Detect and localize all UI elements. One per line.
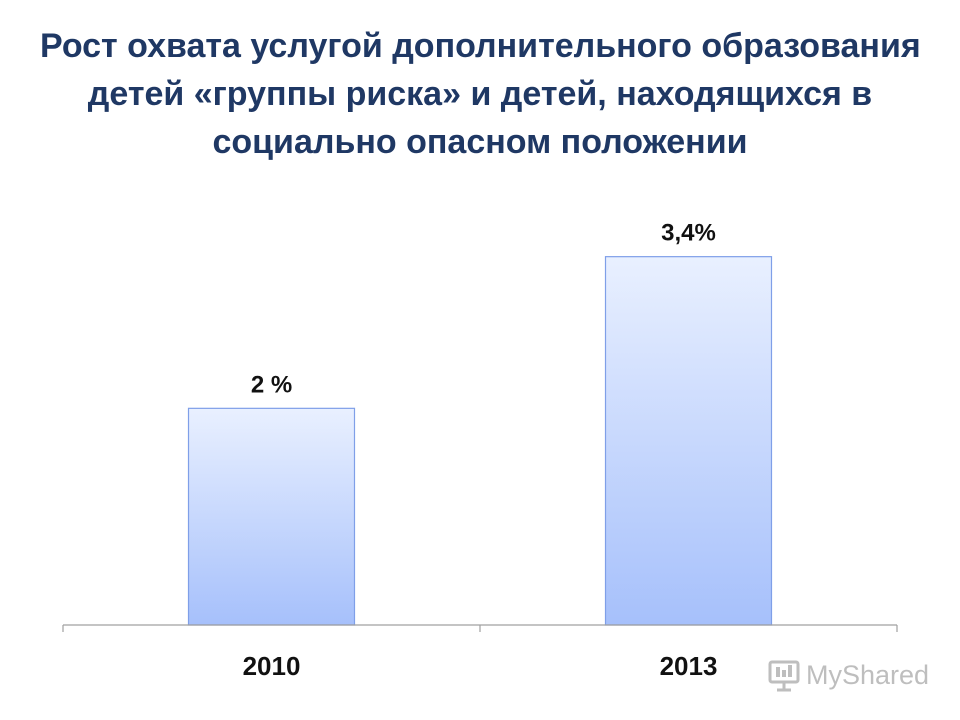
watermark-text: MyShared xyxy=(806,659,930,690)
chart-title-line-2: детей «группы риска» и детей, находящихс… xyxy=(87,75,873,113)
chart-title-line-1: Рост охвата услугой дополнительного обра… xyxy=(40,27,921,65)
presentation-screen-icon xyxy=(768,660,800,692)
bars-layer xyxy=(187,256,773,626)
x-axis xyxy=(62,624,898,632)
data-label-2010: 2 % xyxy=(251,371,292,398)
tick-label-2010: 2010 xyxy=(243,651,301,681)
data-label-2013: 3,4% xyxy=(661,220,716,247)
bar-2010 xyxy=(187,407,356,626)
tick-label-2013: 2013 xyxy=(660,651,718,681)
chart-title: Рост охвата услугой дополнительного обра… xyxy=(40,22,921,166)
labels-layer: 2 % 2010 3,4% 2013 xyxy=(243,220,718,681)
chart-title-line-3: социально опасном положении xyxy=(212,123,748,161)
watermark: MyShared xyxy=(768,655,938,695)
bar-2013 xyxy=(604,256,773,626)
